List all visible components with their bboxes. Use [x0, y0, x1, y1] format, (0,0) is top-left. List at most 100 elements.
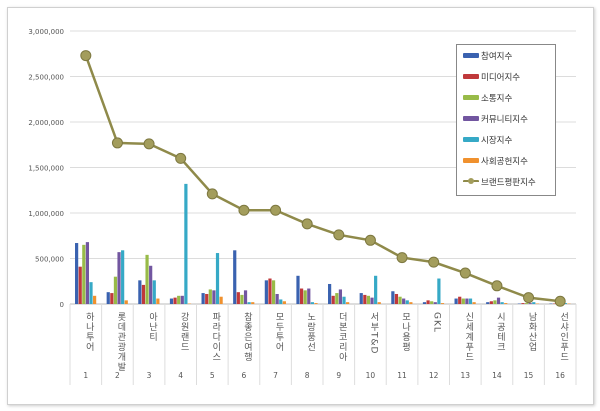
bar	[279, 299, 283, 304]
bar	[78, 266, 82, 304]
bar	[169, 298, 174, 304]
line-point	[143, 138, 155, 150]
bar	[310, 302, 314, 304]
bar	[489, 301, 493, 304]
bar	[486, 302, 490, 304]
line-point	[80, 50, 92, 62]
bar	[177, 295, 181, 304]
y-tick-label: 1,000,000	[28, 210, 64, 218]
bar	[212, 290, 216, 304]
category-label: 더본코리아	[337, 312, 347, 362]
line-point	[270, 204, 282, 216]
y-tick-label: 2,000,000	[28, 119, 64, 127]
category-label: 남화산업	[527, 312, 537, 352]
bar	[219, 296, 223, 304]
category-number: 2	[115, 371, 120, 380]
line-point	[554, 295, 566, 307]
bar	[251, 302, 255, 304]
bar	[405, 300, 409, 304]
bar	[532, 302, 536, 304]
line-point	[175, 152, 187, 164]
bar	[377, 302, 381, 304]
bar	[440, 303, 445, 304]
bar	[299, 288, 304, 304]
category-number: 15	[524, 371, 534, 380]
category-label: 강원랜드	[179, 312, 189, 352]
bar	[500, 302, 504, 304]
line-point	[206, 188, 218, 200]
legend-label: 참여지수	[481, 51, 513, 62]
line-point	[428, 256, 440, 268]
bar	[121, 250, 125, 304]
bar	[391, 291, 395, 304]
legend-item: 미디어지수	[457, 66, 555, 87]
y-tick-label: 500,000	[35, 256, 64, 264]
bar	[145, 254, 149, 304]
bar	[461, 298, 465, 304]
line-point	[491, 280, 503, 292]
line-series	[84, 55, 561, 303]
bar	[409, 302, 413, 304]
bar	[359, 293, 363, 304]
legend-swatch-icon	[463, 177, 479, 184]
bar	[180, 295, 184, 304]
legend-label: 미디어지수	[481, 72, 521, 83]
legend-swatch-icon	[463, 137, 479, 142]
category-label: 노랑풍선	[305, 312, 315, 352]
bar	[201, 293, 205, 304]
category-label: 서부T&D	[368, 312, 378, 355]
bar	[243, 290, 248, 304]
bar	[458, 296, 462, 304]
bar	[528, 303, 532, 304]
category-number: 11	[397, 371, 407, 380]
legend-label: 시장지수	[481, 135, 513, 146]
bar	[314, 303, 318, 304]
bar	[430, 301, 434, 304]
bar	[394, 293, 399, 304]
category-number: 3	[147, 371, 152, 380]
legend-swatch-icon	[463, 116, 479, 121]
category-number: 10	[366, 371, 376, 380]
bar	[303, 290, 307, 304]
bar	[521, 303, 525, 304]
legend-item: 시장지수	[457, 129, 555, 150]
bar	[496, 297, 501, 304]
bar	[402, 298, 406, 304]
bar	[437, 278, 441, 304]
category-label: GKL	[432, 312, 442, 333]
bar	[138, 280, 142, 304]
bar	[93, 295, 97, 304]
legend-item: 브랜드평판지수	[457, 171, 555, 192]
bar	[264, 280, 268, 304]
bar	[370, 297, 374, 304]
legend-swatch-icon	[463, 158, 479, 163]
line-point	[301, 218, 313, 230]
bar	[156, 298, 160, 304]
y-tick-label: 3,000,000	[28, 28, 64, 36]
bar	[268, 278, 272, 304]
category-number: 1	[83, 371, 88, 380]
category-label: 롯데관광개발	[115, 312, 125, 372]
category-label: 선샤인푸드	[558, 312, 568, 362]
bar	[454, 298, 458, 304]
bar	[363, 294, 367, 304]
legend-item: 커뮤니티지수	[457, 108, 555, 129]
category-number: 13	[461, 371, 471, 380]
y-tick-label: 1,500,000	[28, 165, 64, 173]
bar	[342, 296, 346, 304]
bar	[110, 293, 114, 304]
category-label: 아난티	[147, 312, 157, 342]
category-number: 16	[555, 371, 565, 380]
bar	[152, 280, 156, 304]
bar	[173, 297, 177, 304]
bar	[346, 302, 350, 304]
bar	[335, 293, 339, 304]
legend-swatch-icon	[463, 53, 479, 58]
bar	[328, 283, 332, 304]
category-number: 7	[273, 371, 278, 380]
bar	[472, 302, 476, 304]
category-number: 8	[305, 371, 310, 380]
legend-item: 참여지수	[457, 45, 555, 66]
bar	[247, 302, 251, 304]
